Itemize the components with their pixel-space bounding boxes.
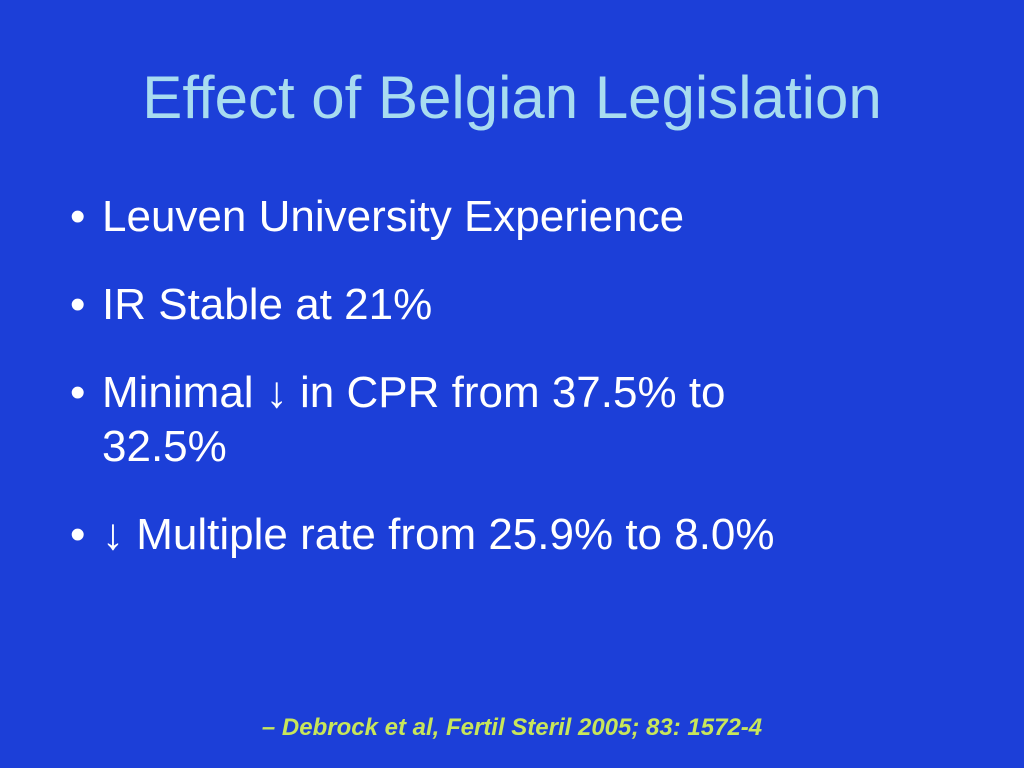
citation: – Debrock et al, Fertil Steril 2005; 83:… (261, 714, 763, 741)
bullet: Minimal ↓ in CPR from 37.5% to 32.5% (60, 366, 860, 474)
bullet: IR Stable at 21% (60, 278, 860, 332)
bullet: Leuven University Experience (60, 190, 860, 244)
bullet-list: Leuven University Experience IR Stable a… (60, 190, 860, 596)
bullet: ↓ Multiple rate from 25.9% to 8.0% (60, 508, 860, 562)
slide-title: Effect of Belgian Legislation (142, 64, 882, 131)
